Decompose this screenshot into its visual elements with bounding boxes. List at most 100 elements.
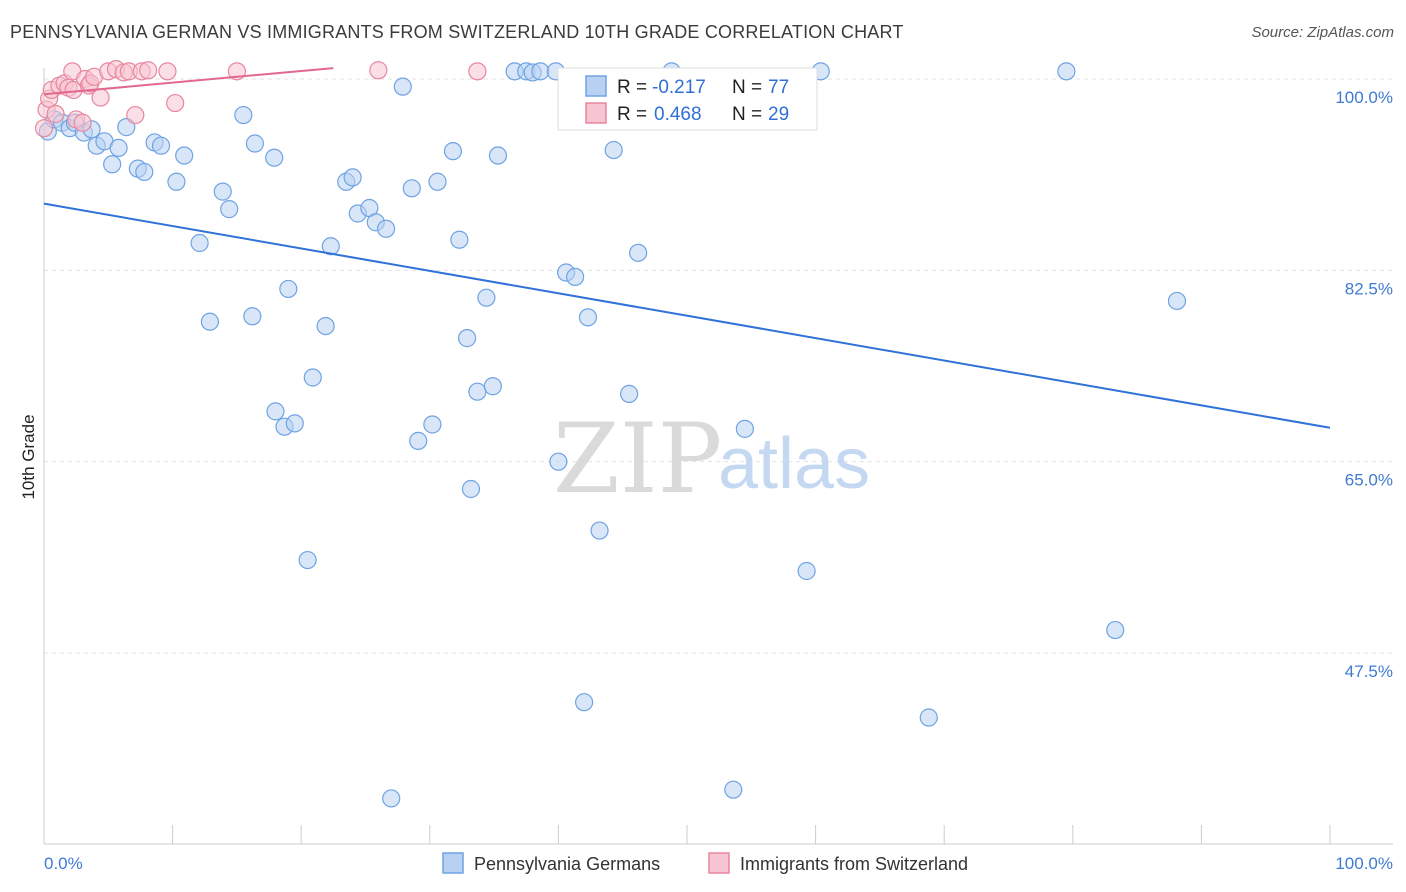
bottom-legend: Pennsylvania Germans Immigrants from Swi… [442, 852, 968, 874]
legend-box: R = -0.217 N = 77 R = 0.468 N = 29 [557, 67, 818, 131]
watermark: ZIP atlas [553, 403, 870, 515]
point-series0-73 [919, 708, 938, 727]
point-series0-67 [629, 243, 648, 262]
point-series0-28 [279, 279, 298, 299]
point-series0-57 [531, 62, 550, 81]
point-series1-4 [46, 104, 65, 124]
point-series0-18 [190, 233, 209, 253]
point-series0-48 [457, 329, 477, 348]
point-series0-41 [393, 77, 412, 96]
point-series0-30 [298, 550, 317, 570]
point-series0-20 [213, 182, 232, 201]
point-series0-52 [483, 377, 502, 396]
point-series0-32 [316, 316, 335, 336]
point-series0-24 [245, 134, 265, 153]
point-series0-10 [109, 138, 128, 157]
point-series0-31 [303, 368, 322, 387]
watermark-zip: ZIP [553, 403, 722, 515]
point-series0-16 [167, 172, 186, 191]
point-series0-46 [443, 142, 463, 161]
point-series0-15 [151, 136, 171, 155]
point-series0-39 [376, 219, 396, 238]
point-series0-21 [220, 200, 239, 219]
point-series0-25 [265, 148, 284, 167]
point-series0-22 [234, 105, 253, 125]
point-series1-28 [468, 62, 487, 81]
point-series1-16 [91, 88, 110, 107]
point-series0-71 [797, 561, 816, 581]
y-tick-label-1: 82.5% [1345, 279, 1393, 298]
point-series0-40 [382, 789, 401, 808]
point-series0-35 [343, 168, 362, 187]
point-series0-75 [1106, 620, 1125, 640]
point-series0-23 [243, 307, 262, 326]
point-series0-44 [423, 415, 442, 434]
y-tick-label-2: 65.0% [1345, 471, 1393, 490]
x-tick-labels: 0.0% 100.0% [44, 854, 1393, 873]
point-series0-11 [117, 118, 136, 137]
legend-r-value-1: -0.217 [652, 77, 706, 98]
point-series1-23 [139, 61, 158, 80]
point-series1-25 [166, 93, 185, 113]
trend-line-series0 [43, 202, 1331, 429]
bottom-legend-label-pennsylvania-germans: Pennsylvania Germans [474, 854, 660, 874]
point-series0-76 [1057, 62, 1076, 81]
point-series0-27 [266, 402, 285, 421]
point-series0-45 [428, 172, 447, 191]
point-series1-24 [158, 62, 177, 81]
point-series0-50 [468, 382, 487, 401]
trend-lines [43, 67, 1331, 429]
point-series0-66 [620, 384, 639, 403]
legend-n-label-1: N = [732, 77, 762, 98]
legend-r-value-2: 0.468 [654, 104, 702, 125]
point-series1-11 [73, 113, 92, 132]
point-series0-49 [461, 479, 481, 499]
point-series1-27 [369, 61, 388, 80]
bottom-legend-swatch-pennsylvania-germans [442, 852, 464, 874]
point-series0-33 [321, 237, 340, 256]
point-series0-62 [575, 693, 594, 712]
legend-n-value-2: 29 [768, 104, 789, 125]
point-series0-13 [135, 162, 154, 182]
point-series0-70 [735, 419, 754, 438]
series-points [34, 60, 1187, 808]
legend-r-label-1: R = [617, 77, 647, 98]
point-series0-51 [477, 288, 496, 307]
bottom-legend-swatch-immigrants-switzerland [708, 852, 730, 874]
gridlines [44, 78, 1393, 654]
point-series0-63 [578, 308, 598, 327]
axes [43, 68, 1393, 845]
point-series0-42 [402, 179, 421, 198]
y-axis-label: 10th Grade [19, 414, 38, 499]
legend-swatch-immigrants-switzerland [585, 102, 607, 124]
point-series0-59 [549, 452, 568, 471]
legend-r-label-2: R = [617, 104, 647, 125]
point-series0-47 [450, 230, 469, 249]
point-series0-19 [200, 312, 219, 331]
point-series1-21 [126, 105, 145, 125]
source-label: Source: ZipAtlas.com [1251, 24, 1394, 41]
legend-n-value-1: 77 [768, 77, 789, 98]
x-tick-label-min: 0.0% [44, 854, 83, 873]
y-tick-labels: 100.0% 82.5% 65.0% 47.5% [1335, 88, 1393, 681]
point-series0-29 [285, 414, 304, 433]
x-tick-label-max: 100.0% [1335, 854, 1393, 873]
bottom-legend-label-immigrants-switzerland: Immigrants from Switzerland [740, 854, 968, 874]
point-series0-9 [103, 155, 122, 174]
y-tick-label-0: 100.0% [1335, 88, 1393, 107]
point-series0-61 [566, 267, 585, 286]
point-series0-53 [488, 146, 508, 165]
y-tick-label-3: 47.5% [1345, 662, 1393, 681]
point-series0-74 [1167, 291, 1187, 311]
point-series0-43 [409, 431, 428, 450]
point-series0-69 [724, 780, 743, 799]
point-series0-64 [590, 521, 609, 540]
point-series0-17 [175, 146, 194, 165]
legend-swatch-pennsylvania-germans [585, 75, 607, 97]
trend-line-series1 [43, 67, 334, 96]
legend-n-label-2: N = [732, 104, 762, 125]
point-series1-0 [34, 119, 54, 138]
chart-title: PENNSYLVANIA GERMAN VS IMMIGRANTS FROM S… [10, 22, 904, 42]
point-series0-65 [604, 140, 623, 160]
